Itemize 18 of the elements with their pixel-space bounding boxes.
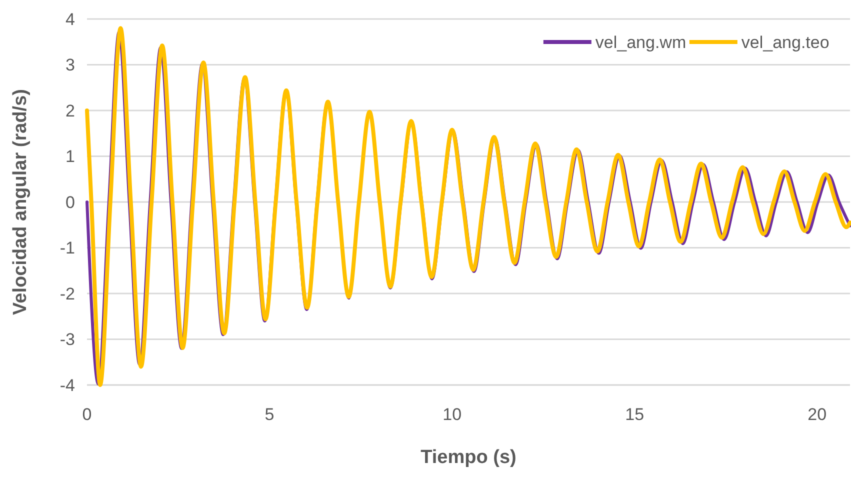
y-tick-label: 2 bbox=[66, 101, 75, 120]
x-tick-label: 0 bbox=[82, 404, 92, 424]
y-tick-label: 4 bbox=[66, 10, 75, 29]
y-tick-label: 0 bbox=[66, 192, 75, 212]
y-tick-label: -2 bbox=[60, 284, 75, 304]
x-tick-label: 15 bbox=[625, 404, 644, 424]
y-tick-label: -4 bbox=[60, 376, 75, 395]
legend-label: vel_ang.teo bbox=[741, 32, 830, 52]
y-tick-label: 3 bbox=[66, 56, 75, 75]
x-tick-label: 5 bbox=[264, 404, 274, 424]
x-axis-title: Tiempo (s) bbox=[420, 447, 516, 468]
y-tick-label: 1 bbox=[66, 147, 75, 166]
legend-label: vel_ang.wm bbox=[595, 32, 686, 52]
x-tick-label: 20 bbox=[808, 404, 827, 424]
x-tick-label: 10 bbox=[442, 404, 462, 424]
y-tick-label: -1 bbox=[60, 238, 75, 258]
y-axis-title: Velocidad angular (rad/s) bbox=[10, 89, 31, 315]
y-tick-label: -3 bbox=[60, 330, 75, 350]
